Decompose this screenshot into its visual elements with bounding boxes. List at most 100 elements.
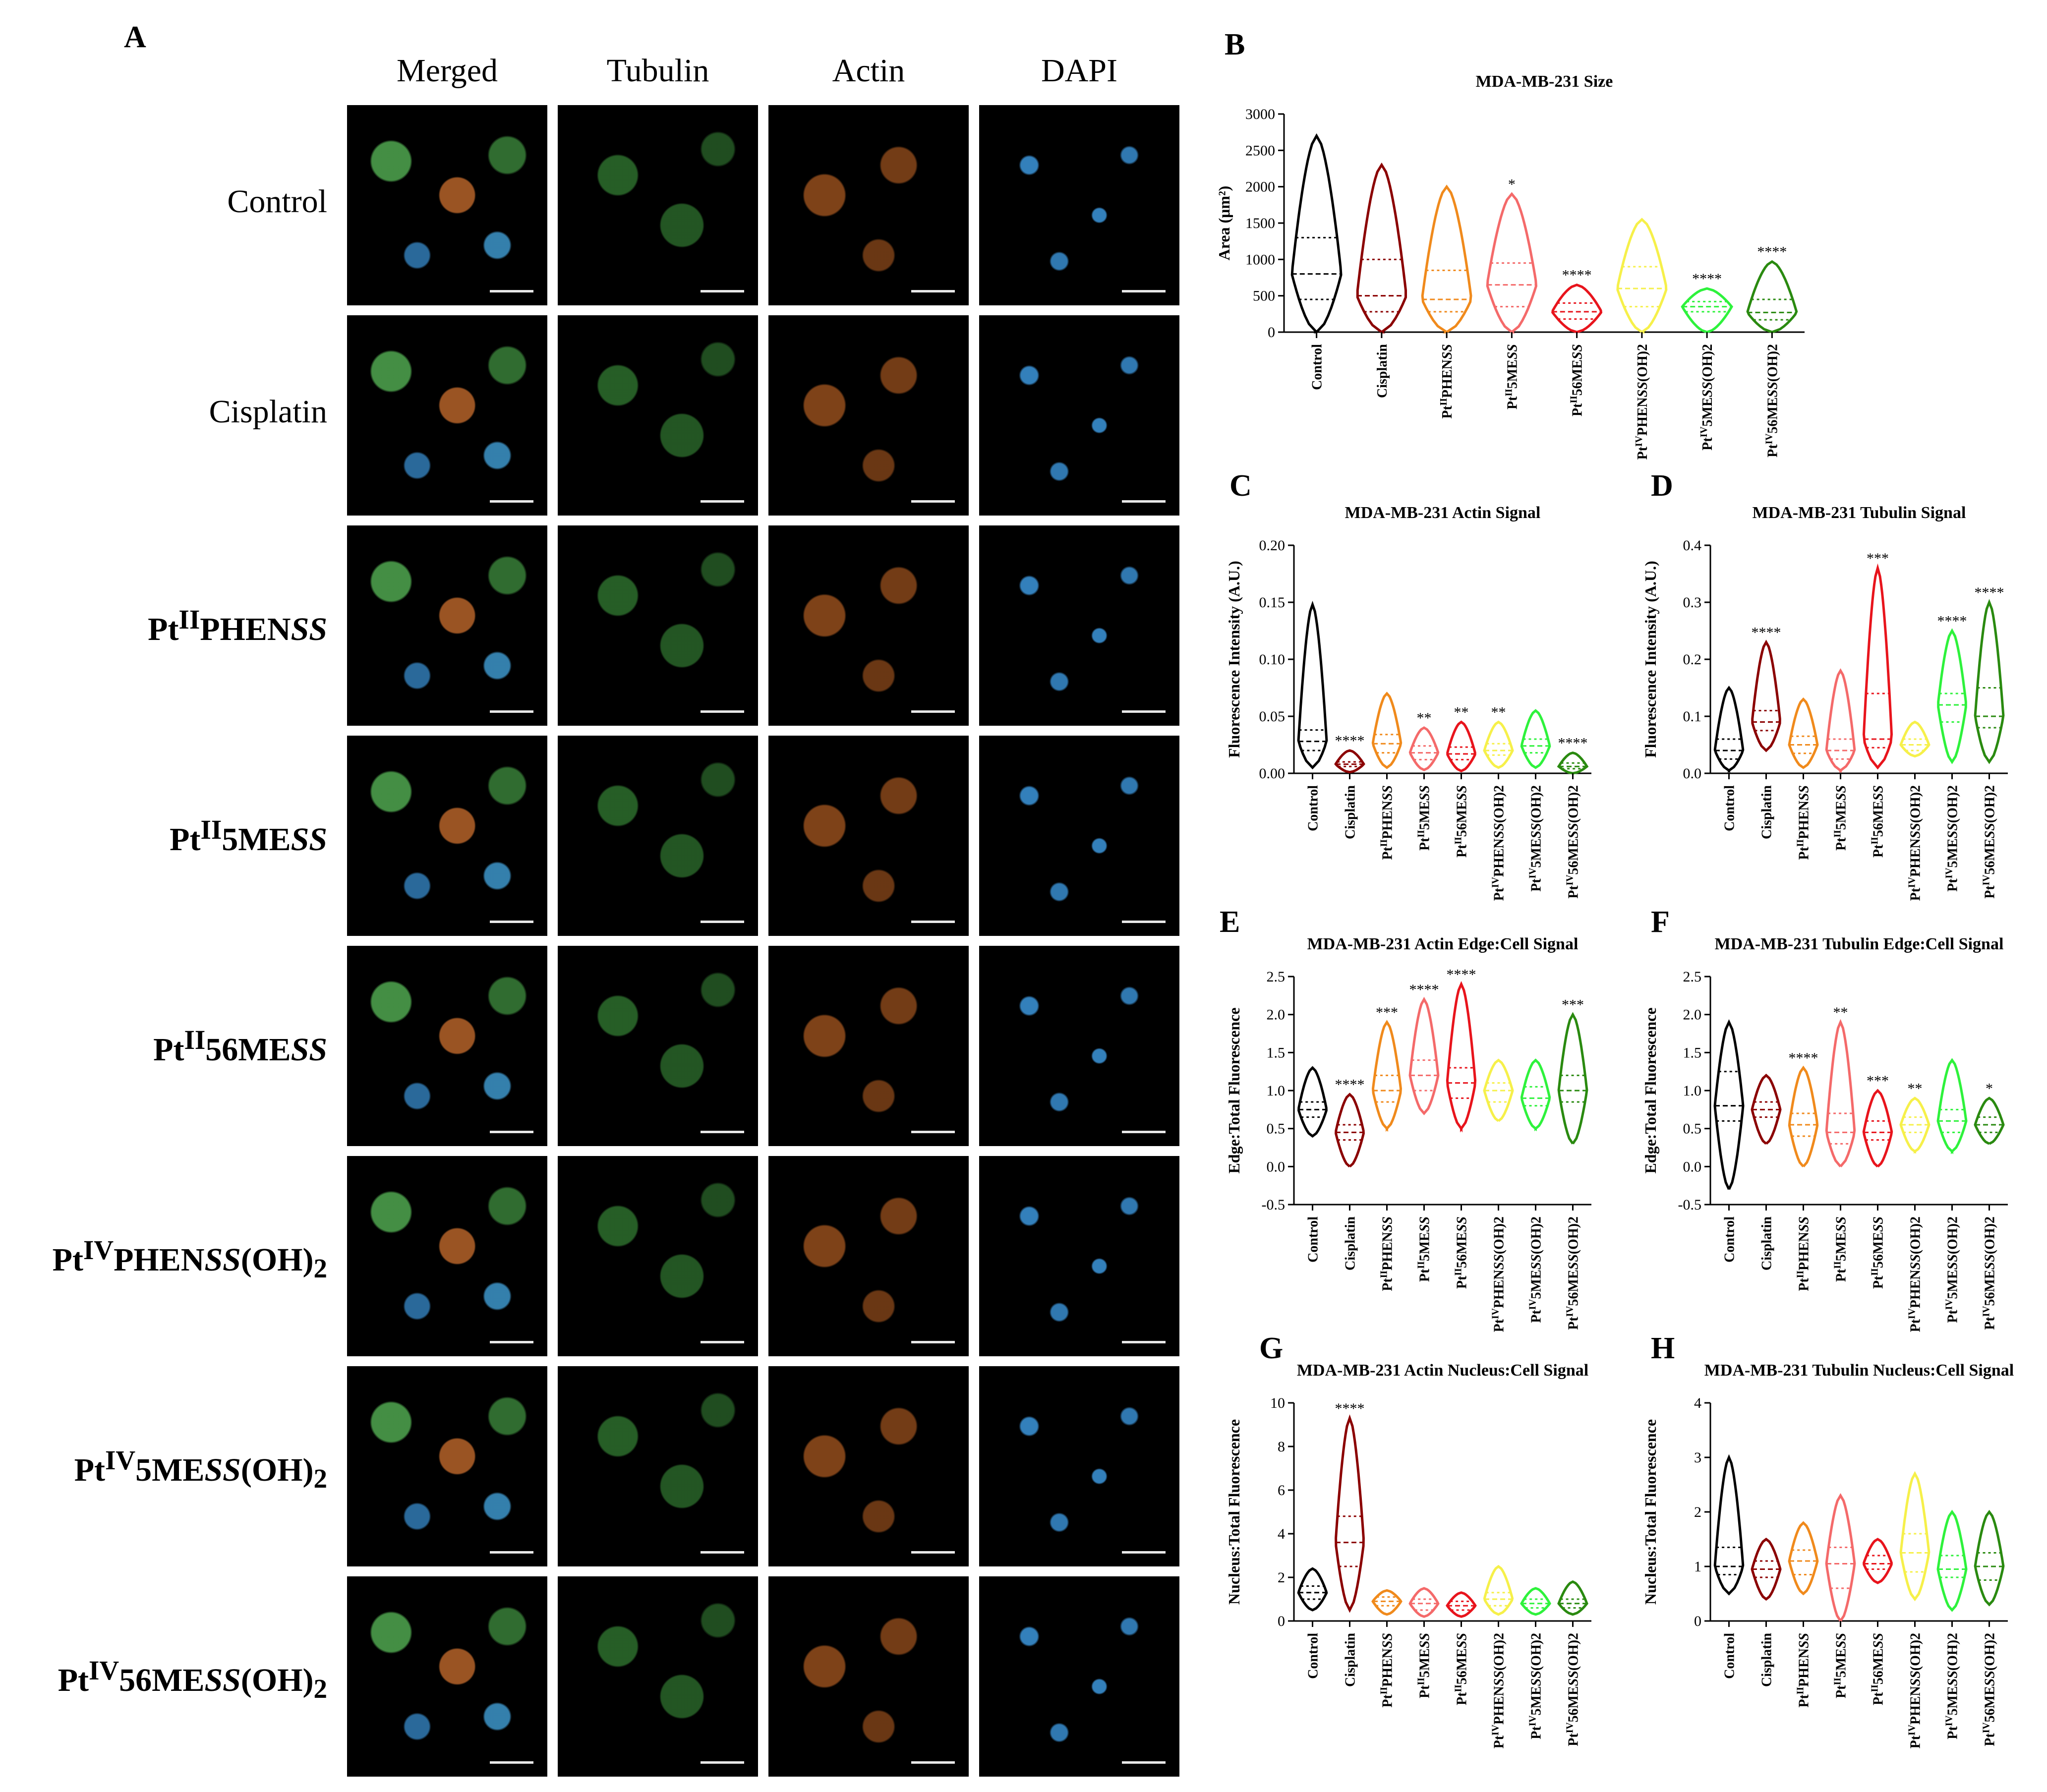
scale-bar <box>911 921 955 923</box>
violin-7 <box>1520 709 1551 769</box>
violin-plot-g: G MDA-MB-231 Actin Nucleus:Cell Signal 0 2 4… <box>1225 1331 1591 1748</box>
x-tick-label: PtIVPHENSS(OH)2 <box>1490 1633 1507 1748</box>
x-tick-label: PtIV5MESS(OH)2 <box>1527 1633 1544 1739</box>
x-tick-label: Control <box>1306 1216 1321 1263</box>
chart-panel-h: H MDA-MB-231 Tubulin Nucleus:Cell Signal 0… <box>1626 1329 2033 1782</box>
y-tick-label: 1.5 <box>1683 1044 1702 1061</box>
y-axis-label: Area (μm²) <box>1215 186 1233 261</box>
column-header-dapi: DAPI <box>1041 53 1117 89</box>
scale-bar <box>1122 1551 1166 1554</box>
chart-title: MDA-MB-231 Tubulin Nucleus:Cell Signal <box>1704 1361 2014 1380</box>
significance-marker: *** <box>1867 1073 1889 1089</box>
scale-bar <box>490 290 533 292</box>
scale-bar <box>701 710 744 713</box>
chart-panel-d: D MDA-MB-231 Tubulin Signal 0.0 0.1 0.2 0.3 0.… <box>1626 469 2033 925</box>
y-tick-label: 6 <box>1278 1482 1285 1499</box>
violin-4 <box>1408 726 1440 771</box>
y-tick-label: 2000 <box>1245 179 1275 195</box>
micrograph-dapi-row-2 <box>979 315 1179 516</box>
y-axis-label: Fluorescence Intensity (A.U.) <box>1641 561 1659 758</box>
panel-label-f: F <box>1651 905 1670 939</box>
chart-title: MDA-MB-231 Tubulin Signal <box>1753 504 1966 522</box>
y-tick-label: 1.5 <box>1267 1044 1286 1061</box>
y-tick-label: 0.15 <box>1259 594 1286 611</box>
significance-marker: **** <box>1975 584 2004 601</box>
y-tick-label: 1000 <box>1245 251 1275 268</box>
y-tick-label: 0.5 <box>1683 1121 1702 1137</box>
violin-1 <box>1297 600 1328 770</box>
x-tick-label: PtIVPHENSS(OH)2 <box>1907 1216 1924 1332</box>
x-tick-label: PtII5MESS <box>1832 1633 1849 1698</box>
column-header-actin: Actin <box>832 53 905 89</box>
significance-marker: **** <box>1937 613 1967 630</box>
significance-marker: **** <box>1335 1400 1365 1417</box>
micrograph-actin-row-2 <box>768 315 969 516</box>
significance-marker: ** <box>1417 710 1432 726</box>
y-tick-label: -0.5 <box>1262 1197 1286 1213</box>
y-tick-label: -0.5 <box>1678 1197 1702 1213</box>
violin-plot-e: E MDA-MB-231 Actin Edge:Cell Signal -0.5 0.… <box>1220 905 1591 1332</box>
scale-bar <box>701 290 744 292</box>
chart-title: MDA-MB-231 Actin Edge:Cell Signal <box>1307 935 1579 953</box>
violin-1 <box>1290 133 1343 334</box>
micrograph-dapi-row-5 <box>979 946 1179 1146</box>
violin-8 <box>1974 1097 2005 1145</box>
micrograph-actin-row-5 <box>768 946 969 1146</box>
y-tick-label: 3000 <box>1245 106 1275 122</box>
violin-2 <box>1751 1073 1782 1145</box>
violin-6 <box>1899 1471 1930 1602</box>
scale-bar <box>490 1761 533 1764</box>
significance-marker: ** <box>1491 704 1506 721</box>
violin-7 <box>1936 1509 1968 1612</box>
violin-4 <box>1408 996 1440 1115</box>
row-label-2: Cisplatin <box>209 394 327 430</box>
scale-bar <box>1122 1341 1166 1343</box>
micrograph-actin-row-6 <box>768 1156 969 1356</box>
row-label-1: Control <box>227 183 327 220</box>
x-tick-label: PtIIPHENSS <box>1795 1633 1812 1708</box>
x-tick-label: PtII5MESS <box>1416 1216 1433 1282</box>
y-tick-label: 2.0 <box>1267 1007 1286 1023</box>
micrograph-actin-row-7 <box>768 1366 969 1566</box>
significance-marker: **** <box>1335 1077 1365 1093</box>
x-tick-label: Control <box>1306 785 1321 831</box>
y-tick-label: 0.5 <box>1267 1121 1286 1137</box>
micrograph-tubulin-row-6 <box>558 1156 758 1356</box>
scale-bar <box>701 921 744 923</box>
x-tick-label: Cisplatin <box>1759 1216 1775 1271</box>
x-tick-label: Control <box>1722 785 1738 831</box>
panel-label-c: C <box>1229 469 1252 503</box>
significance-marker: **** <box>1562 267 1592 284</box>
violin-7 <box>1520 1058 1551 1132</box>
x-tick-label: Cisplatin <box>1343 1216 1358 1271</box>
y-tick-label: 0.4 <box>1683 537 1702 554</box>
violin-4 <box>1825 1493 1856 1623</box>
y-tick-label: 2 <box>1278 1569 1285 1586</box>
x-tick-label: Control <box>1306 1633 1321 1679</box>
scale-bar <box>1122 1761 1166 1764</box>
micrograph-dapi-row-4 <box>979 736 1179 936</box>
y-tick-label: 0.2 <box>1683 651 1702 668</box>
micrograph-dapi-row-7 <box>979 1366 1179 1566</box>
x-tick-label: PtIV56MESS(OH)2 <box>1981 785 1998 899</box>
significance-marker: **** <box>1409 982 1439 998</box>
y-tick-label: 0.10 <box>1259 651 1286 668</box>
x-tick-label: PtIV56MESS(OH)2 <box>1565 1633 1581 1746</box>
micrograph-actin-row-8 <box>768 1576 969 1777</box>
scale-bar <box>1122 710 1166 713</box>
y-tick-label: 0.05 <box>1259 708 1286 725</box>
y-tick-label: 10 <box>1270 1395 1285 1411</box>
row-label-4: PtII5MESS <box>170 814 327 858</box>
x-tick-label: PtII5MESS <box>1832 1216 1849 1282</box>
significance-marker: **** <box>1692 271 1722 287</box>
y-tick-label: 0.3 <box>1683 594 1702 611</box>
y-axis-label: Nucleus:Total Fluorescence <box>1641 1419 1659 1605</box>
violin-5 <box>1863 1538 1893 1584</box>
micrograph-actin-row-1 <box>768 105 969 305</box>
violin-5 <box>1862 1089 1893 1168</box>
x-tick-label: PtII56MESS <box>1870 1216 1886 1289</box>
micrograph-tubulin-row-4 <box>558 736 758 936</box>
row-label-3: PtIIPHENSS <box>148 604 327 647</box>
chart-panel-c: C MDA-MB-231 Actin Signal 0.00 0.05 0.10 0.15… <box>1210 469 1616 925</box>
violin-1 <box>1297 1066 1328 1138</box>
